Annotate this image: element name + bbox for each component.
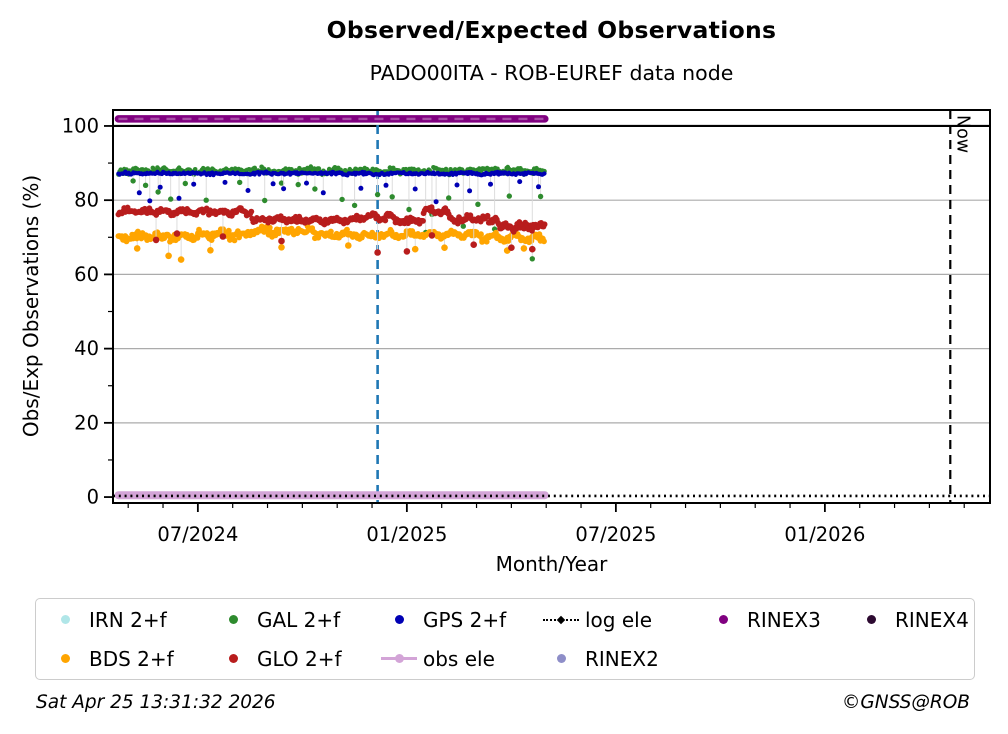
series-glo-2-f <box>115 204 548 256</box>
legend-column: GAL 2+f GLO 2+f <box>214 600 342 678</box>
legend-label: GLO 2+f <box>257 646 342 671</box>
gridlines <box>113 199 990 424</box>
tick-labels: 0 20 40 60 80 100 07/2024 01/2025 07/2025 01/2026 <box>62 114 866 546</box>
legend-label: BDS 2+f <box>89 646 174 671</box>
glo-marker-icon <box>214 651 252 667</box>
svg-text:07/2024: 07/2024 <box>157 523 238 546</box>
rinex4-marker-icon <box>852 612 890 628</box>
svg-text:80: 80 <box>74 189 99 212</box>
legend-item-glo: GLO 2+f <box>214 639 342 678</box>
legend-item-bds: BDS 2+f <box>46 639 174 678</box>
irn-marker-icon <box>46 612 84 628</box>
legend-item-rinex2: RINEX2 <box>542 639 659 678</box>
legend-item-gps: GPS 2+f <box>380 600 506 639</box>
legend-label: GAL 2+f <box>257 607 341 632</box>
legend-label: log ele <box>585 607 653 632</box>
chart-title: Observed/Expected Observations <box>326 16 777 44</box>
series-gps-2-f <box>116 169 547 205</box>
svg-text:01/2026: 01/2026 <box>784 523 865 546</box>
legend-item-gal: GAL 2+f <box>214 600 342 639</box>
legend-label: RINEX4 <box>895 607 969 632</box>
legend-column: RINEX4 <box>852 600 969 639</box>
legend-label: RINEX3 <box>747 607 821 632</box>
x-axis-label: Month/Year <box>495 552 608 576</box>
legend-item-rinex4: RINEX4 <box>852 600 969 639</box>
legend: IRN 2+f BDS 2+f GAL 2+f GLO 2+f GPS 2+f <box>35 598 975 680</box>
bds-marker-icon <box>46 651 84 667</box>
legend-item-obs-ele: obs ele <box>380 639 506 678</box>
gal-marker-icon <box>214 612 252 628</box>
plot-frame <box>112 109 991 504</box>
legend-label: RINEX2 <box>585 646 659 671</box>
legend-column: RINEX3 <box>704 600 821 639</box>
svg-text:60: 60 <box>74 263 99 286</box>
svg-text:07/2025: 07/2025 <box>575 523 656 546</box>
legend-label: IRN 2+f <box>89 607 167 632</box>
legend-item-rinex3: RINEX3 <box>704 600 821 639</box>
obs-ele-marker-icon <box>380 651 418 667</box>
now-label: Now <box>952 115 972 153</box>
legend-label: obs ele <box>423 646 495 671</box>
legend-item-log-ele: log ele <box>542 600 659 639</box>
legend-column: log ele RINEX2 <box>542 600 659 678</box>
legend-column: IRN 2+f BDS 2+f <box>46 600 174 678</box>
svg-text:20: 20 <box>74 411 99 434</box>
series-bds-2-f <box>115 223 547 263</box>
svg-text:100: 100 <box>62 114 99 137</box>
rinex3-marker-icon <box>704 612 742 628</box>
chart-subtitle: PADO00ITA - ROB-EUREF data node <box>369 61 734 85</box>
legend-column: GPS 2+f obs ele <box>380 600 506 678</box>
svg-text:0: 0 <box>87 486 99 509</box>
gps-marker-icon <box>380 612 418 628</box>
credit: ©GNSS@ROB <box>841 692 970 713</box>
timestamp: Sat Apr 25 13:31:32 2026 <box>36 692 276 713</box>
chart-canvas: 0 20 40 60 80 100 07/2024 01/2025 07/2025 01/2026… <box>62 109 991 546</box>
svg-text:40: 40 <box>74 337 99 360</box>
rinex2-marker-icon <box>542 651 580 667</box>
now-label-group: Now <box>952 115 972 153</box>
axis-ticks <box>104 125 965 512</box>
log-ele-marker-icon <box>542 612 580 628</box>
legend-item-irn: IRN 2+f <box>46 600 174 639</box>
svg-text:01/2025: 01/2025 <box>366 523 447 546</box>
legend-label: GPS 2+f <box>423 607 507 632</box>
